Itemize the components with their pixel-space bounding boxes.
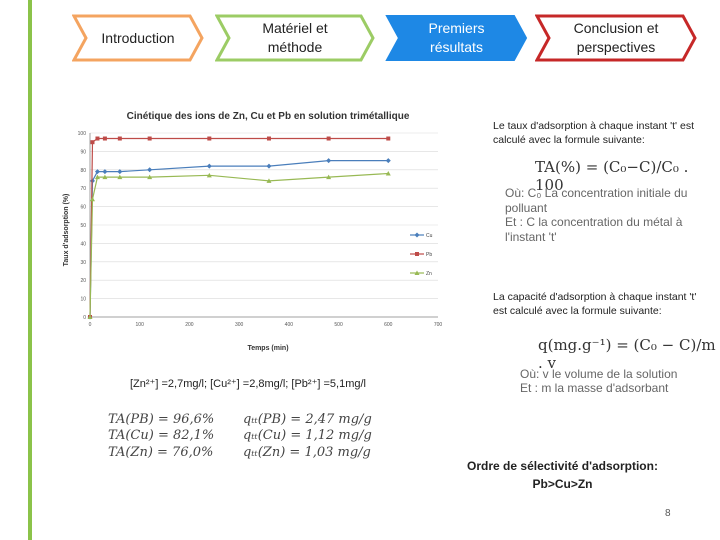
series-pb [88, 136, 391, 319]
arrow-shape [535, 14, 697, 62]
y-tick-label: 50 [80, 223, 86, 229]
data-point [89, 196, 95, 202]
data-point [147, 136, 152, 141]
nav-step-introduction[interactable]: Introduction [72, 14, 204, 62]
x-tick-label: 500 [334, 322, 343, 328]
data-point [385, 170, 391, 176]
q-where-volume: Où: v le volume de la solution [520, 367, 678, 381]
data-point [147, 174, 153, 180]
data-point [117, 136, 122, 141]
chart-title: Cinétique des ions de Zn, Cu et Pb en so… [127, 111, 410, 122]
data-point [415, 252, 419, 256]
y-tick-label: 80 [80, 168, 86, 174]
data-point [206, 163, 212, 169]
legend-label: Pb [426, 252, 432, 258]
ta-formula: TA(%) = (C₀−C)/C₀ . 100 [535, 158, 689, 194]
data-point [95, 136, 100, 141]
data-point [266, 178, 272, 183]
x-tick-label: 600 [384, 322, 393, 328]
initial-concentrations: [Zn²⁺] =2,7mg/l; [Cu²⁺] =2,8mg/l; [Pb²⁺]… [130, 378, 366, 390]
y-tick-label: 70 [80, 186, 86, 192]
ta-where-conc: Et : C la concentration du métal à l'ins… [505, 215, 683, 244]
y-tick-label: 60 [80, 205, 86, 211]
series-cu [87, 158, 391, 320]
data-point [117, 174, 123, 180]
data-point [147, 167, 153, 173]
data-point [386, 136, 391, 141]
ta-result-zn: TA(Zn) = 76,0% [108, 444, 214, 460]
data-point [414, 270, 420, 275]
legend-label: Cu [426, 233, 433, 239]
series-line [89, 172, 389, 318]
y-tick-label: 100 [78, 131, 87, 137]
selectivity-order: Ordre de sélectivité d'adsorption: Pb>Cu… [460, 457, 665, 493]
chart-ylabel: Taux d'adsorption (%) [63, 194, 70, 267]
data-point [102, 136, 107, 141]
chart-legend: Cu Pb Zn [410, 232, 433, 277]
arrow-shape [72, 14, 204, 62]
data-point [385, 158, 391, 164]
data-point [87, 314, 93, 319]
nav-step-materiel-methode[interactable]: Matériel et méthode [215, 14, 375, 62]
data-point [102, 169, 108, 175]
q-where-mass: Et : m la masse d'adsorbant [520, 381, 669, 395]
data-point [266, 136, 271, 141]
series-line [89, 137, 389, 318]
nav-step-label: Conclusion et perspectives [573, 20, 659, 55]
data-point [117, 169, 123, 175]
ta-intro-text: Le taux d'adsorption à chaque instant 't… [493, 120, 694, 146]
q-result-zn: qₜₜ(Zn) = 1,03 mg/g [243, 444, 371, 460]
q-result-cu: qₜₜ(Cu) = 1,12 mg/g [243, 428, 372, 444]
x-tick-label: 0 [89, 322, 92, 328]
nav-step-premiers-resultats[interactable]: Premiers résultats [385, 14, 528, 62]
y-tick-label: 10 [80, 297, 86, 303]
selectivity-value: Pb>Cu>Zn [532, 477, 593, 491]
left-accent-bar [28, 0, 32, 540]
x-tick-label: 200 [185, 322, 194, 328]
q-results: qₜₜ(PB) = 2,47 mg/g qₜₜ(Cu) = 1,12 mg/g … [243, 412, 372, 461]
data-point [207, 136, 212, 141]
x-tick-label: 400 [285, 322, 294, 328]
ta-results: TA(PB) = 96,6% TA(Cu) = 82,1% TA(Zn) = 7… [108, 412, 214, 461]
ta-result-cu: TA(Cu) = 82,1% [108, 428, 215, 444]
chart-svg: Cinétique des ions de Zn, Cu et Pb en so… [63, 111, 443, 352]
data-point [326, 136, 331, 141]
nav-step-conclusion[interactable]: Conclusion et perspectives [535, 14, 697, 62]
data-point [94, 174, 100, 180]
y-tick-label: 30 [80, 260, 86, 266]
data-point [206, 172, 212, 178]
y-tick-label: 20 [80, 278, 86, 284]
series-line [89, 159, 389, 318]
x-tick-label: 700 [434, 322, 443, 328]
data-point [94, 169, 100, 175]
data-point [326, 174, 332, 180]
ta-result-pb: TA(PB) = 96,6% [108, 412, 215, 427]
y-tick-label: 40 [80, 241, 86, 247]
arrow-shape [215, 14, 375, 62]
data-point [326, 158, 332, 164]
q-formula: q(mg.g⁻¹) = (C₀ − C)/m . v [538, 336, 716, 372]
legend-label: Zn [426, 271, 432, 277]
nav-step-label: Premiers résultats [428, 20, 485, 55]
kinetics-chart: Cinétique des ions de Zn, Cu et Pb en so… [58, 105, 458, 355]
q-result-pb: qₜₜ(PB) = 2,47 mg/g [243, 412, 372, 427]
data-point [90, 140, 95, 145]
data-point [414, 232, 420, 238]
nav-step-label: Introduction [101, 29, 175, 46]
x-tick-label: 100 [136, 322, 145, 328]
data-point [266, 163, 272, 169]
data-point [102, 174, 108, 180]
y-tick-label: 0 [83, 315, 86, 321]
chart-xlabel: Temps (min) [247, 345, 288, 352]
series-zn [87, 170, 391, 319]
page-number: 8 [665, 508, 671, 519]
chart-series-group [87, 136, 391, 320]
ta-where-initial: Où: C₀ La concentration initiale du poll… [505, 186, 688, 215]
selectivity-heading: Ordre de sélectivité d'adsorption: [467, 459, 658, 473]
q-intro-text: La capacité d'adsorption à chaque instan… [493, 291, 697, 317]
nav-step-label: Matériel et méthode [262, 20, 328, 55]
arrow-shape [385, 15, 528, 61]
x-tick-label: 300 [235, 322, 244, 328]
y-tick-label: 90 [80, 149, 86, 155]
